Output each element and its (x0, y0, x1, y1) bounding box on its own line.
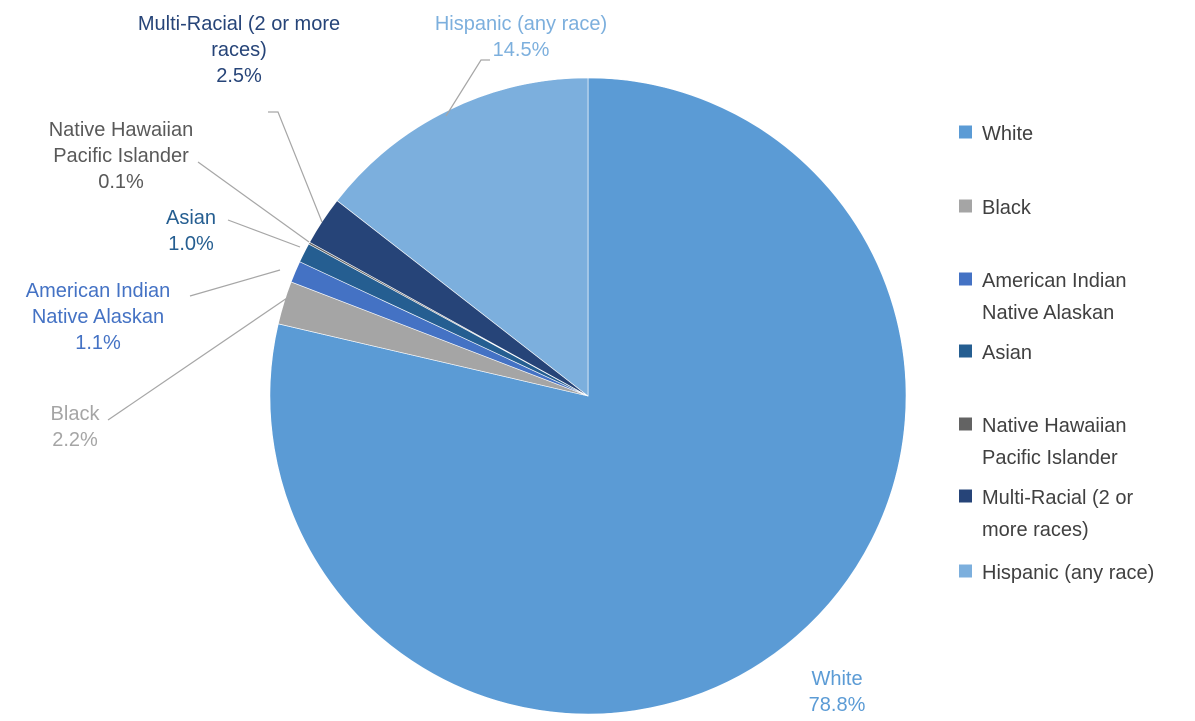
legend-item-american-indian-native-alaskan: American Indian Native Alaskan (959, 270, 1127, 324)
legend-swatch-multi-racial-2-or-more-races (959, 489, 972, 503)
legend-item-black: Black (959, 197, 1032, 219)
data-label-black: Black 2.2% (51, 403, 101, 451)
leader-line-asian (227, 219, 301, 248)
leader-line-multi-racial-2-or-more-races (268, 111, 323, 223)
legend-swatch-hispanic-any-race (959, 564, 972, 578)
legend-label-asian: Asian (982, 342, 1032, 364)
legend-label-black: Black (982, 197, 1032, 219)
legend-label-american-indian-native-alaskan: American Indian Native Alaskan (982, 270, 1127, 324)
legend: White Black American Indian Native Alaskan A… (959, 123, 1154, 584)
legend-item-native-hawaiian-pacific-islander: Native Hawaiian Pacific Islander (959, 415, 1127, 469)
pie-slice-white (269, 77, 907, 715)
leader-line-native-hawaiian-pacific-islander (197, 161, 310, 243)
data-label-asian: Asian 1.0% (166, 207, 216, 255)
legend-swatch-black (959, 199, 972, 213)
legend-item-multi-racial-2-or-more-races: Multi-Racial (2 or more races) (959, 487, 1133, 541)
legend-swatch-american-indian-native-alaskan (959, 272, 972, 286)
data-labels: White 78.8% Black 2.2% American Indian Native… (26, 13, 866, 716)
legend-item-asian: Asian (959, 342, 1032, 364)
legend-label-multi-racial-2-or-more-races: Multi-Racial (2 or more races) (982, 487, 1133, 541)
leader-line-american-indian-native-alaskan (189, 269, 281, 297)
pie-slices (269, 77, 907, 715)
leader-line-hispanic-any-race (445, 59, 490, 117)
legend-swatch-asian (959, 344, 972, 358)
data-label-white: White 78.8% (809, 668, 866, 716)
data-label-hispanic-any-race: Hispanic (any race) 14.5% (435, 13, 607, 61)
leader-line-black (107, 295, 291, 421)
leader-lines (107, 59, 490, 421)
legend-item-white: White (959, 123, 1033, 145)
legend-label-hispanic-any-race: Hispanic (any race) (982, 562, 1154, 584)
legend-label-white: White (982, 123, 1033, 145)
data-label-american-indian-native-alaskan: American Indian Native Alaskan 1.1% (26, 280, 171, 354)
pie-slice-hispanic-any-race (336, 77, 589, 397)
legend-item-hispanic-any-race: Hispanic (any race) (959, 562, 1154, 584)
legend-label-native-hawaiian-pacific-islander: Native Hawaiian Pacific Islander (982, 415, 1127, 469)
data-label-multi-racial-2-or-more-races: Multi-Racial (2 or more races) 2.5% (138, 13, 340, 87)
legend-swatch-white (959, 125, 972, 139)
legend-swatch-native-hawaiian-pacific-islander (959, 417, 972, 431)
data-label-native-hawaiian-pacific-islander: Native Hawaiian Pacific Islander 0.1% (49, 119, 194, 193)
